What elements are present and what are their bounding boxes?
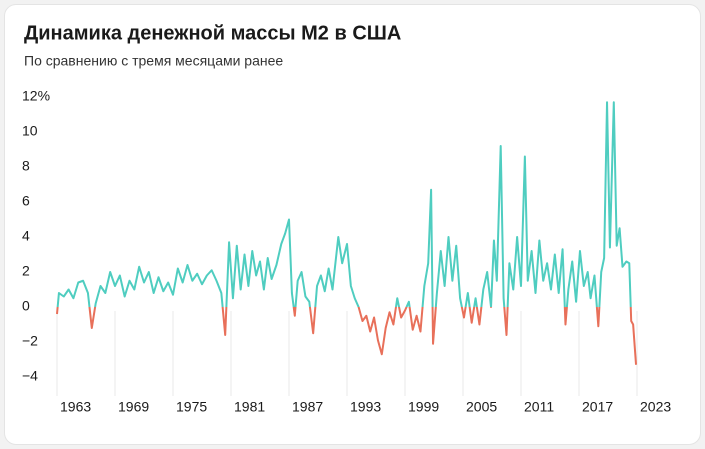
x-tick-label: 1969 [118,399,149,415]
y-tick-label: 0 [22,298,30,314]
line [56,101,632,307]
y-tick-label: 4 [22,228,30,244]
y-tick-label: 6 [22,193,30,209]
y-tick-label: 12% [22,88,50,104]
x-tick-label: 1975 [176,399,207,415]
x-tick-label: 2005 [466,399,497,415]
x-tick-label: 1987 [292,399,323,415]
chart-title: Динамика денежной массы М2 в США [24,22,401,44]
x-tick-label: 2011 [524,399,554,415]
y-tick-label: −4 [22,368,38,384]
x-tick-label: 2017 [582,399,613,415]
y-tick-label: −2 [22,333,38,349]
y-tick-label: 8 [22,158,30,174]
x-tick-label: 1993 [350,399,381,415]
x-tick-label: 1981 [234,399,265,415]
x-tick-label: 1999 [408,399,439,415]
chart-subtitle: По сравнению с тремя месяцами ранее [24,53,283,69]
y-tick-label: 10 [22,123,38,139]
negative-line [56,307,638,365]
x-tick-label: 2023 [640,399,671,415]
card [4,4,701,445]
x-tick-label: 1963 [60,399,91,415]
y-tick-label: 2 [22,263,30,279]
